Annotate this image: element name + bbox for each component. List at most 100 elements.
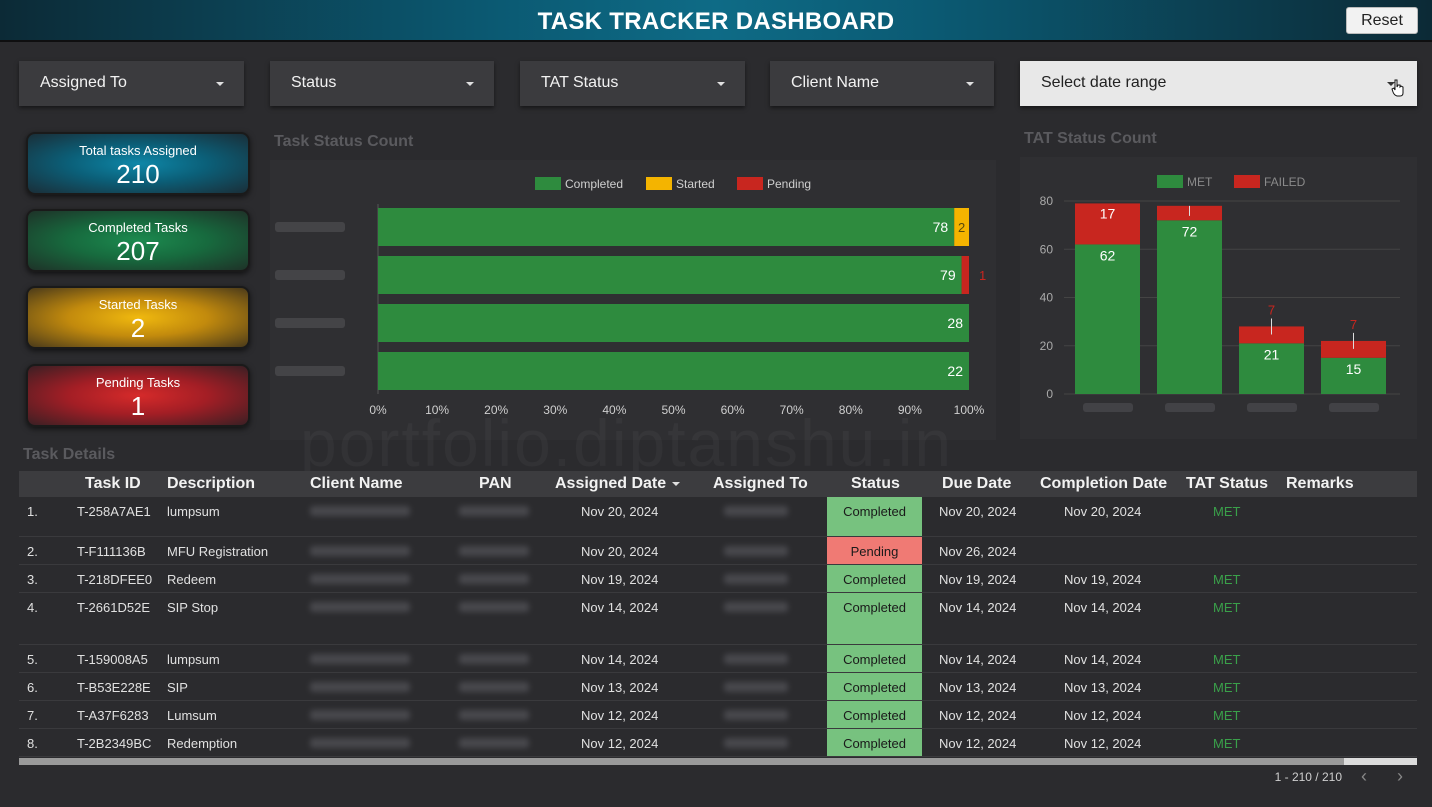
col-status[interactable]: Status (851, 475, 900, 492)
col-task-id[interactable]: Task ID (85, 475, 141, 492)
table-row[interactable]: 7. T-A37F6283 Lumsum Nov 12, 2024 Completed N… (19, 701, 1417, 729)
col-completion-date[interactable]: Completion Date (1040, 475, 1168, 492)
y-tick-label: 40 (1040, 291, 1054, 305)
page-title: TASK TRACKER DASHBOARD (537, 8, 895, 35)
watermark: portfolio.diptanshu.in (300, 405, 953, 481)
kpi-value: 1 (130, 391, 146, 421)
legend-swatch (1157, 175, 1183, 188)
x-tick-label: 40% (602, 403, 626, 417)
row-number: 3. (27, 572, 38, 587)
description-cell: Redemption (167, 736, 238, 751)
col-remarks[interactable]: Remarks (1286, 475, 1354, 492)
task-id-cell: T-258A7AE1 (77, 504, 151, 519)
description-cell: Redeem (167, 572, 217, 587)
tat-status-filter[interactable]: TAT Status (520, 61, 745, 106)
row-number: 7. (27, 708, 38, 723)
status-cell: Completed (827, 565, 922, 592)
client-name-cell-redacted (310, 710, 410, 720)
filter-label: TAT Status (541, 74, 619, 91)
blurred-category-label (1247, 403, 1297, 412)
table-row[interactable]: 4. T-2661D52E SIP Stop Nov 14, 2024 Complete… (19, 593, 1417, 645)
tat-status-cell: MET (1213, 736, 1241, 751)
task-id-cell: T-159008A5 (77, 652, 148, 667)
status-text: Pending (850, 544, 899, 559)
pan-cell-redacted (459, 546, 529, 556)
blurred-category-label (275, 222, 345, 232)
due-date-cell: Nov 13, 2024 (939, 680, 1017, 695)
bar-met (1075, 244, 1140, 394)
assigned-date-cell: Nov 14, 2024 (581, 652, 659, 667)
assigned-to-cell-redacted (724, 738, 788, 748)
next-page-icon[interactable]: › (1397, 766, 1403, 786)
table-row[interactable]: 6. T-B53E228E SIP Nov 13, 2024 Completed Nov … (19, 673, 1417, 701)
col-client-name[interactable]: Client Name (310, 475, 403, 492)
client-name-filter[interactable]: Client Name (770, 61, 994, 106)
col-tat-status[interactable]: TAT Status (1186, 475, 1269, 492)
status-text: Completed (843, 600, 906, 615)
legend-label: Started (676, 177, 715, 191)
bar-met (1239, 343, 1304, 394)
col-assigned-date[interactable]: Assigned Date (555, 475, 681, 493)
filter-label: Assigned To (40, 74, 127, 91)
bar-label: 79 (940, 267, 956, 283)
filter-label: Client Name (791, 74, 880, 91)
table-row[interactable]: 8. T-2B2349BC Redemption Nov 12, 2024 Comple… (19, 729, 1417, 757)
bar-label-failed: 17 (1100, 205, 1116, 221)
bar-label-failed: 7 (1268, 302, 1275, 317)
description-cell: Lumsum (167, 708, 217, 723)
status-text: Completed (843, 736, 906, 751)
scrollbar-thumb[interactable] (19, 758, 1344, 765)
kpi-value: 207 (116, 236, 160, 266)
bar-label-met: 15 (1346, 361, 1362, 377)
table-row[interactable]: 2. T-F111136B MFU Registration Nov 20, 2024… (19, 537, 1417, 565)
due-date-cell: Nov 20, 2024 (939, 504, 1017, 519)
assigned-to-cell-redacted (724, 546, 788, 556)
status-cell: Completed (827, 673, 922, 700)
y-tick-label: 80 (1040, 194, 1054, 208)
y-tick-label: 60 (1040, 242, 1054, 256)
table-row[interactable]: 3. T-218DFEE0 Redeem Nov 19, 2024 Completed N… (19, 565, 1417, 593)
status-text: Completed (843, 572, 906, 587)
bar-failed (1239, 326, 1304, 344)
date-range-picker[interactable]: Select date range (1020, 61, 1417, 106)
app-header: TASK TRACKER DASHBOARD Reset (0, 0, 1432, 42)
assigned-to-filter[interactable]: Assigned To (19, 61, 244, 106)
status-filter[interactable]: Status (270, 61, 494, 106)
status-cell: Completed (827, 729, 922, 756)
legend-label: MET (1187, 175, 1213, 189)
description-cell: lumpsum (167, 652, 220, 667)
col-pan[interactable]: PAN (479, 475, 512, 492)
table-row[interactable]: 1. T-258A7AE1 lumpsum Nov 20, 2024 Completed… (19, 497, 1417, 537)
legend-swatch (535, 177, 561, 190)
col-assigned-to[interactable]: Assigned To (713, 475, 808, 492)
bar-label-met: 72 (1182, 223, 1198, 239)
status-cell: Completed (827, 645, 922, 672)
prev-page-icon[interactable]: ‹ (1361, 766, 1367, 786)
table-row[interactable]: 5. T-159008A5 lumpsum Nov 14, 2024 Completed… (19, 645, 1417, 673)
col-description[interactable]: Description (167, 475, 256, 492)
total-tasks-card: Total tasks Assigned 210 (26, 132, 250, 195)
reset-button[interactable]: Reset (1346, 7, 1418, 34)
bar-met (1157, 220, 1222, 394)
started-tasks-card: Started Tasks 2 (26, 286, 250, 349)
legend-swatch (737, 177, 763, 190)
bar-label: 2 (958, 220, 965, 235)
task-status-chart-title: Task Status Count (274, 133, 414, 150)
assigned-date-cell: Nov 20, 2024 (581, 544, 659, 559)
tat-status-chart-title: TAT Status Count (1024, 130, 1157, 147)
col-due-date[interactable]: Due Date (942, 475, 1012, 492)
description-cell: SIP (167, 680, 188, 695)
completion-date-cell: Nov 19, 2024 (1064, 572, 1142, 587)
sort-desc-icon (672, 481, 681, 486)
legend-label: Completed (565, 177, 623, 191)
completion-date-cell: Nov 12, 2024 (1064, 708, 1142, 723)
assigned-to-cell-redacted (724, 710, 788, 720)
horizontal-scrollbar[interactable] (19, 758, 1417, 765)
blurred-category-label (1329, 403, 1379, 412)
due-date-cell: Nov 14, 2024 (939, 652, 1017, 667)
task-status-chart-svg: Completed Started Pending 78 2 79 1 28 22 0% 10% 20… (275, 177, 986, 417)
assigned-date-cell: Nov 19, 2024 (581, 572, 659, 587)
pan-cell-redacted (459, 738, 529, 748)
tat-status-cell: MET (1213, 652, 1241, 667)
pan-cell-redacted (459, 602, 529, 612)
